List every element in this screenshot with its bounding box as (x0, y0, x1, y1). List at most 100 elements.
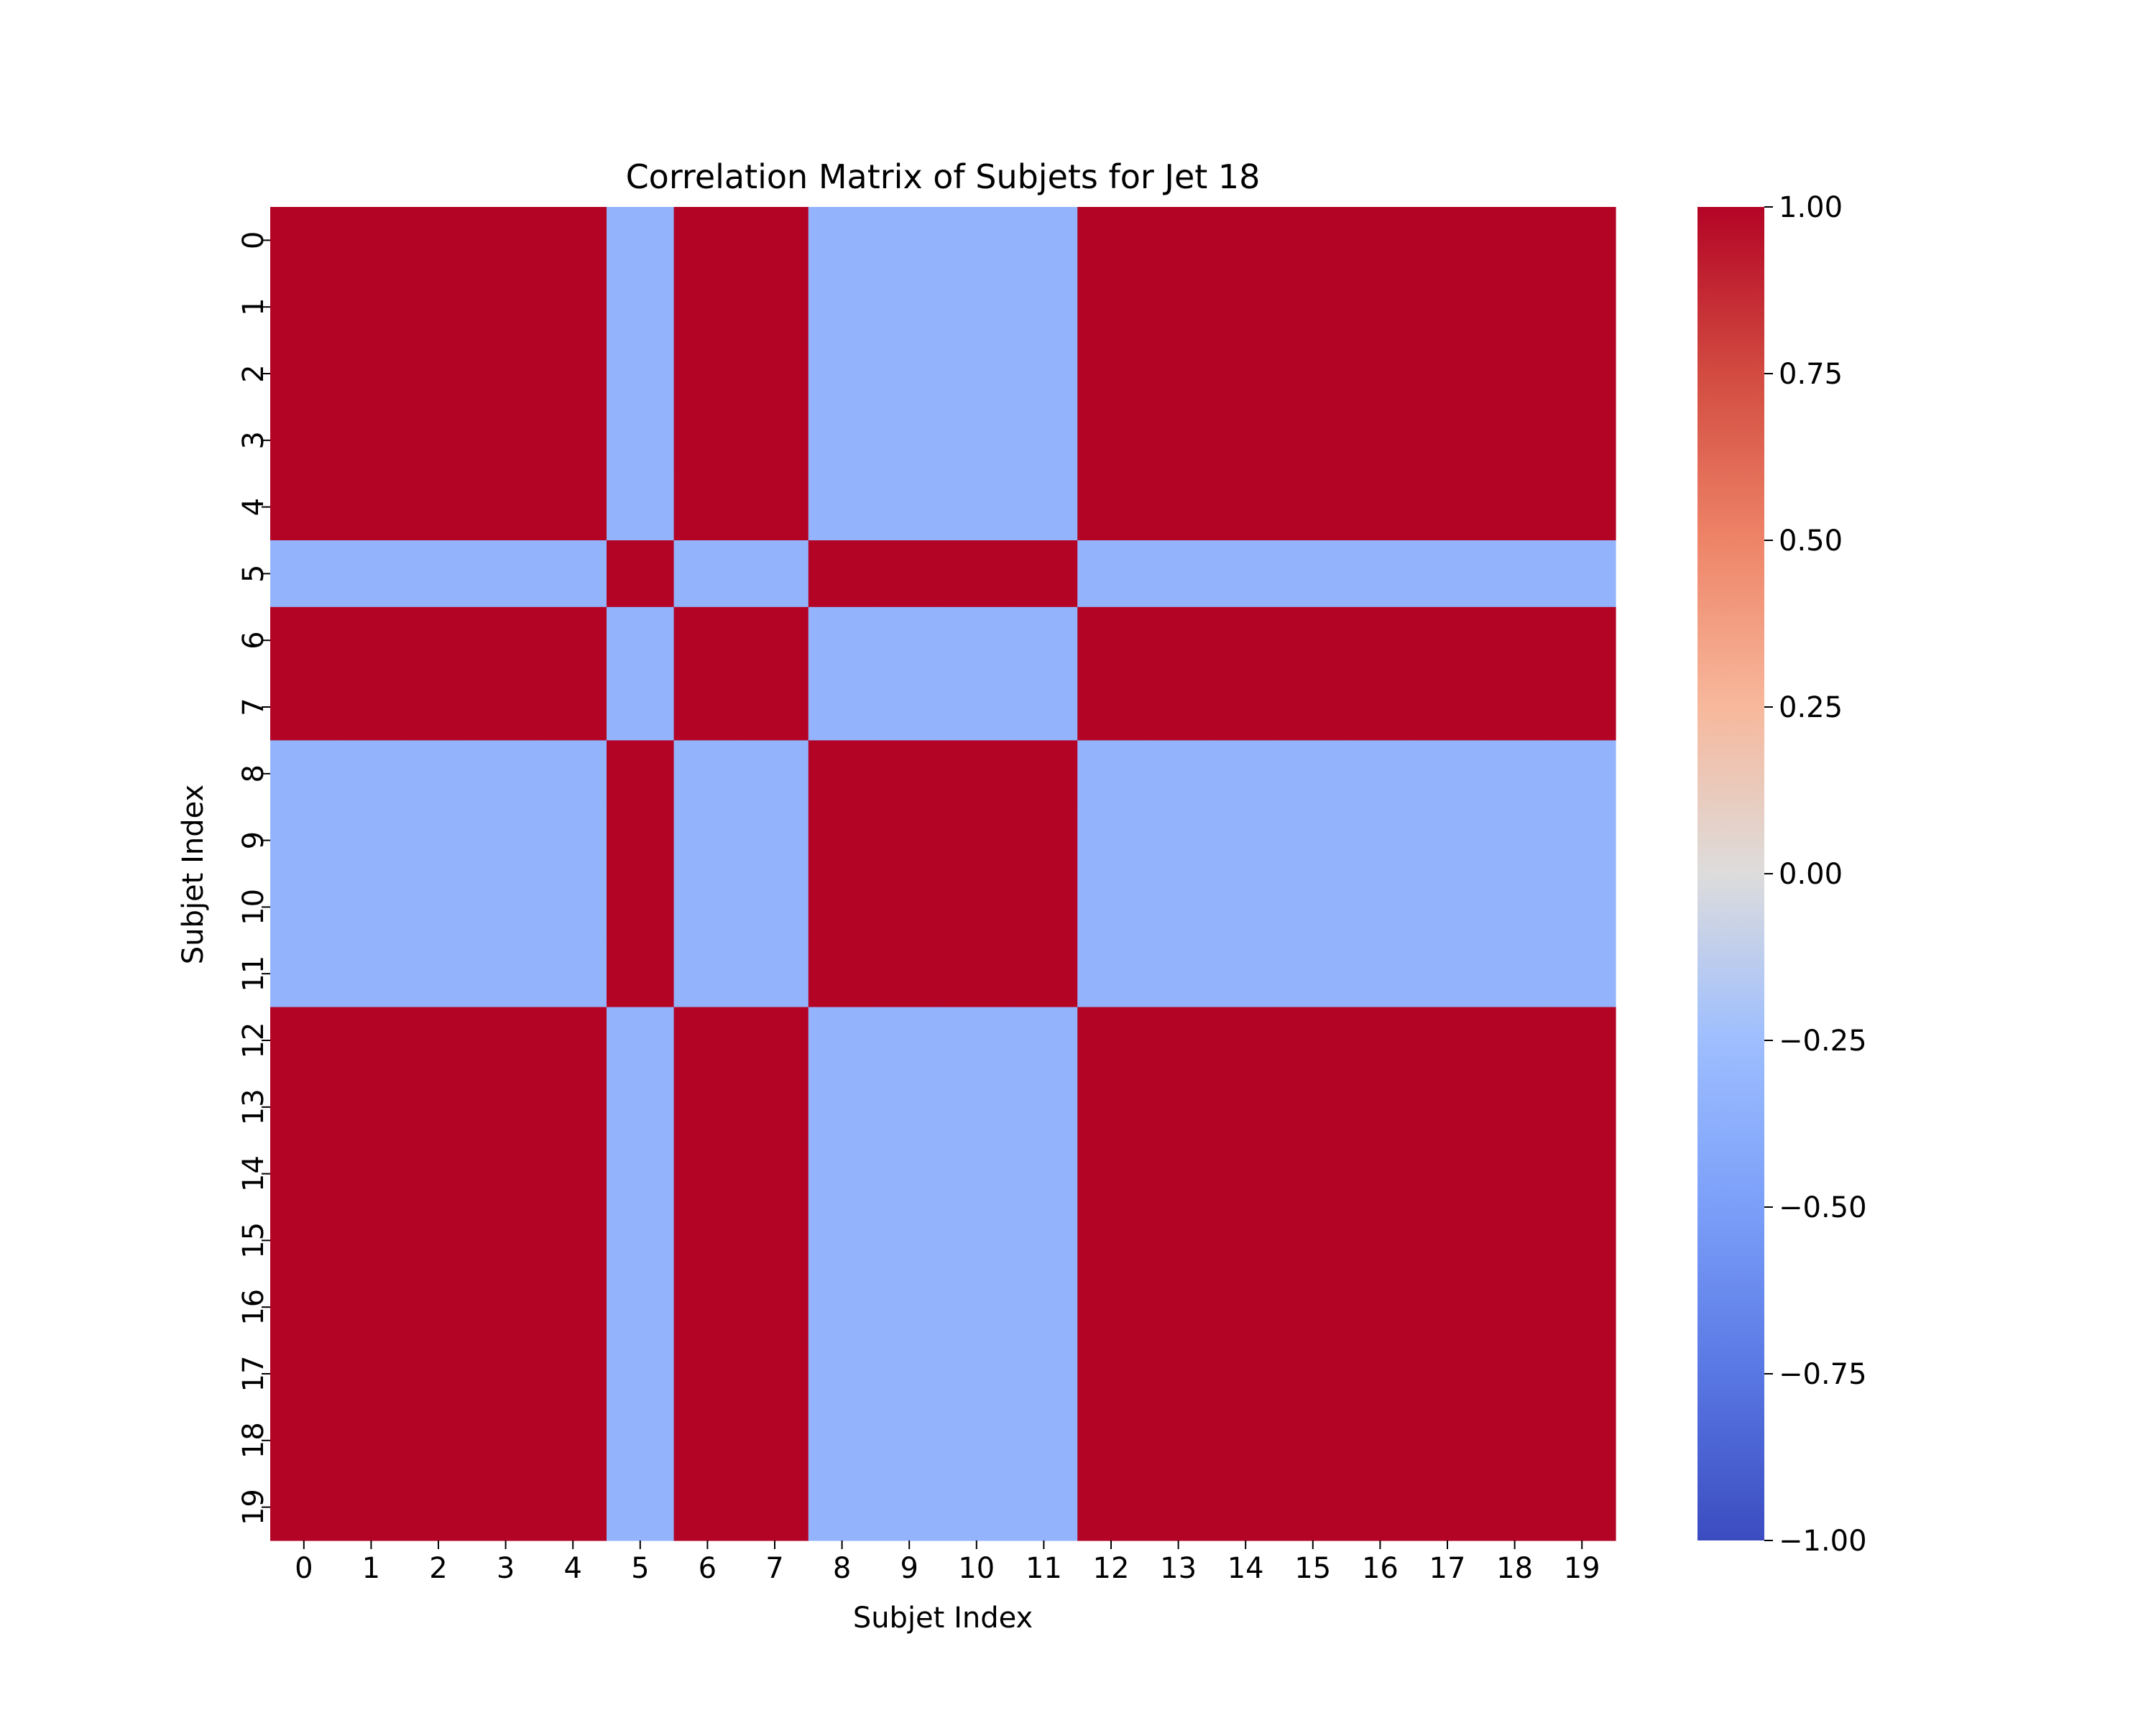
heatmap-cell-1-8 (808, 273, 876, 341)
heatmap-cell-5-10 (943, 540, 1011, 608)
heatmap-cell-4-2 (405, 473, 473, 541)
heatmap-cell-8-8 (808, 740, 876, 808)
colorbar-tick-label: 0.50 (1779, 525, 1843, 558)
heatmap-cell-14-12 (1077, 1140, 1146, 1208)
heatmap-cell-11-2 (405, 940, 473, 1008)
heatmap-cell-10-15 (1279, 874, 1348, 941)
heatmap-cell-16-13 (1144, 1273, 1212, 1341)
heatmap-cell-10-14 (1212, 874, 1280, 941)
heatmap-cell-17-16 (1346, 1340, 1414, 1408)
heatmap-cell-16-16 (1346, 1273, 1414, 1341)
colorbar-tick-label: 1.00 (1779, 191, 1843, 224)
chart-title: Correlation Matrix of Subjets for Jet 18 (626, 157, 1261, 196)
heatmap-cell-13-13 (1144, 1073, 1212, 1141)
heatmap-cell-7-8 (808, 673, 876, 741)
heatmap-cell-4-1 (337, 473, 405, 541)
heatmap-cell-11-12 (1077, 940, 1146, 1008)
heatmap-cell-2-19 (1548, 340, 1616, 407)
heatmap-cell-7-14 (1212, 673, 1280, 741)
heatmap-cell-19-9 (875, 1474, 944, 1541)
heatmap-cell-15-14 (1212, 1207, 1280, 1275)
heatmap-cell-6-17 (1414, 606, 1482, 675)
heatmap-cell-3-7 (741, 407, 809, 474)
heatmap-cell-17-2 (405, 1340, 473, 1408)
x-tick-label: 4 (563, 1552, 581, 1585)
colorbar-tick-label: 0.75 (1779, 358, 1843, 391)
heatmap-cell-4-0 (270, 473, 338, 541)
heatmap-cell-8-0 (270, 740, 338, 808)
heatmap-cell-12-5 (607, 1007, 675, 1074)
heatmap-cell-14-3 (471, 1140, 540, 1208)
heatmap-cell-2-1 (337, 340, 405, 407)
heatmap-cell-2-17 (1414, 340, 1482, 407)
heatmap-cell-11-18 (1480, 940, 1549, 1008)
heatmap-cell-18-18 (1480, 1407, 1549, 1474)
heatmap-cell-1-11 (1010, 273, 1078, 341)
y-tick-label: 8 (237, 764, 270, 782)
heatmap-cell-8-14 (1212, 740, 1280, 808)
heatmap-cell-10-11 (1010, 874, 1078, 941)
heatmap-cell-18-19 (1548, 1407, 1616, 1474)
heatmap-cell-5-17 (1414, 540, 1482, 608)
heatmap-cell-4-17 (1414, 473, 1482, 541)
x-tick-label: 15 (1294, 1552, 1331, 1585)
heatmap-cell-0-17 (1414, 207, 1482, 274)
heatmap-cell-18-13 (1144, 1407, 1212, 1474)
heatmap-cell-16-19 (1548, 1273, 1616, 1341)
heatmap-cell-2-8 (808, 340, 876, 407)
heatmap-cell-4-11 (1010, 473, 1078, 541)
heatmap-cell-16-8 (808, 1273, 876, 1341)
colorbar-tick-label: 0.00 (1779, 858, 1843, 891)
heatmap-cell-13-12 (1077, 1073, 1146, 1141)
heatmap-cell-15-12 (1077, 1207, 1146, 1275)
heatmap-cell-4-8 (808, 473, 876, 541)
heatmap-cell-1-7 (741, 273, 809, 341)
x-tick-label: 17 (1429, 1552, 1466, 1585)
heatmap-cell-2-4 (539, 340, 607, 407)
heatmap-cell-5-11 (1010, 540, 1078, 608)
heatmap-cell-12-11 (1010, 1007, 1078, 1074)
heatmap-cell-3-0 (270, 407, 338, 474)
heatmap-cell-16-7 (741, 1273, 809, 1341)
heatmap-cell-3-15 (1279, 407, 1348, 474)
heatmap-cell-12-9 (875, 1007, 944, 1074)
heatmap-cell-0-7 (741, 207, 809, 274)
heatmap-cell-1-1 (337, 273, 405, 341)
x-tick-label: 11 (1026, 1552, 1062, 1585)
heatmap-cell-8-11 (1010, 740, 1078, 808)
heatmap-cell-12-19 (1548, 1007, 1616, 1074)
heatmap-cell-6-16 (1346, 606, 1414, 675)
heatmap-cell-17-19 (1548, 1340, 1616, 1408)
heatmap-cell-16-4 (539, 1273, 607, 1341)
heatmap-cell-13-8 (808, 1073, 876, 1141)
colorbar-tick-label: 0.25 (1779, 691, 1843, 724)
y-tick-label: 7 (237, 698, 270, 716)
heatmap-cell-1-3 (471, 273, 540, 341)
heatmap-cell-18-5 (607, 1407, 675, 1474)
y-tick-label: 10 (237, 889, 270, 925)
heatmap-cell-0-10 (943, 207, 1011, 274)
heatmap-cell-17-7 (741, 1340, 809, 1408)
x-tick-label: 7 (765, 1552, 783, 1585)
heatmap-cell-3-16 (1346, 407, 1414, 474)
x-tick-label: 16 (1362, 1552, 1399, 1585)
heatmap-cell-13-17 (1414, 1073, 1482, 1141)
heatmap-cell-2-6 (673, 340, 742, 407)
heatmap-cell-10-10 (943, 874, 1011, 941)
heatmap-cell-16-15 (1279, 1273, 1348, 1341)
heatmap-cell-16-17 (1414, 1273, 1482, 1341)
heatmap-cell-5-2 (405, 540, 473, 608)
heatmap-cell-2-3 (471, 340, 540, 407)
heatmap-cell-12-15 (1279, 1007, 1348, 1074)
heatmap-cell-7-19 (1548, 673, 1616, 741)
heatmap-cell-0-3 (471, 207, 540, 274)
heatmap-cell-0-5 (607, 207, 675, 274)
heatmap-cell-14-0 (270, 1140, 338, 1208)
heatmap-cell-16-18 (1480, 1273, 1549, 1341)
heatmap-cell-11-10 (943, 940, 1011, 1008)
heatmap-cell-3-17 (1414, 407, 1482, 474)
heatmap-cell-12-13 (1144, 1007, 1212, 1074)
heatmap-cell-5-8 (808, 540, 876, 608)
y-tick-label: 1 (237, 297, 270, 315)
